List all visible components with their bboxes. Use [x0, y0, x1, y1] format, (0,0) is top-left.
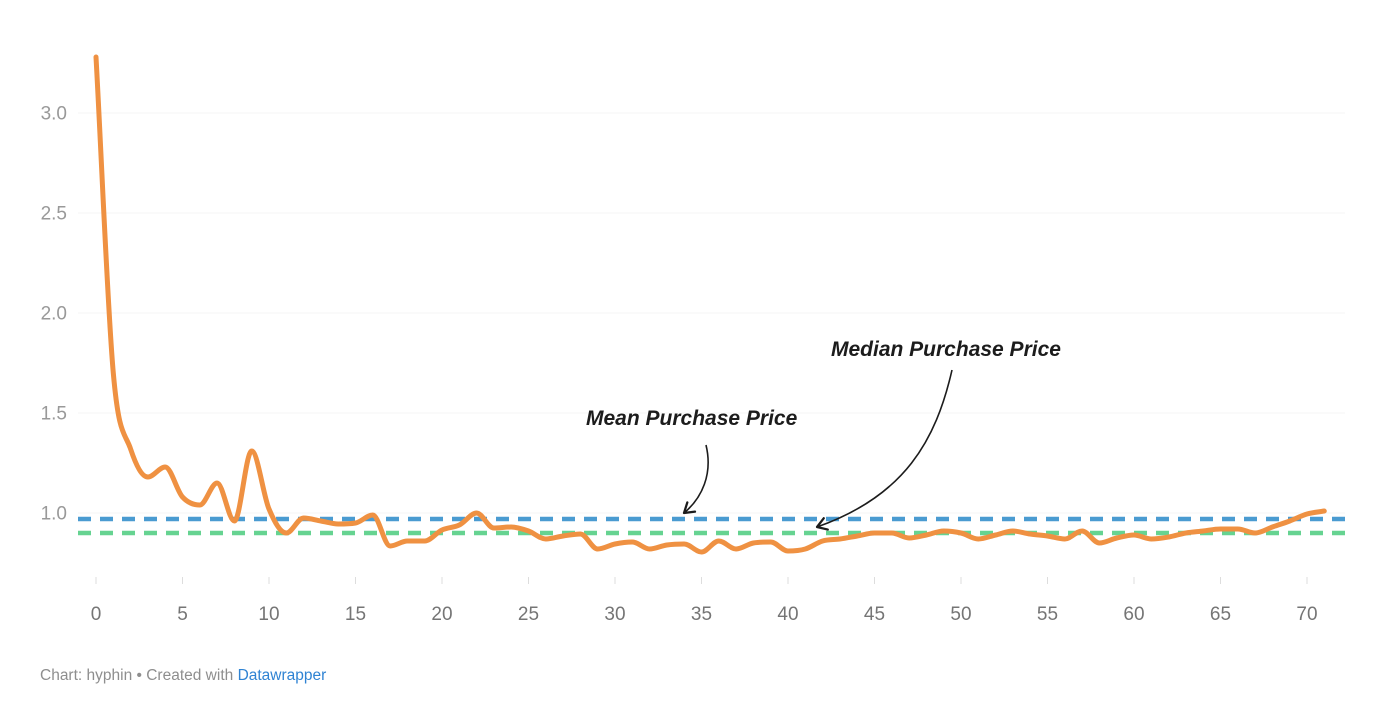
- x-tick-label: 0: [91, 604, 102, 625]
- x-tick-label: 50: [950, 604, 971, 625]
- x-tick-label: 45: [864, 604, 885, 625]
- x-axis-labels: 0 5 10 15 20 25 30 35 40 45 50 55 60 65 70: [91, 604, 1318, 625]
- footer-credit: Chart: hyphin • Created with Datawrapper: [40, 667, 326, 685]
- y-axis-labels: 1.0 1.5 2.0 2.5 3.0: [41, 104, 67, 525]
- mean-annotation-arrow: [682, 444, 709, 515]
- footer-credit-text: Chart: hyphin • Created with: [40, 667, 238, 684]
- x-tick-label: 25: [518, 604, 539, 625]
- series-lines: [93, 54, 1327, 555]
- x-tick-label: 15: [345, 604, 366, 625]
- x-tick-label: 65: [1210, 604, 1231, 625]
- y-tick-label: 1.5: [41, 404, 67, 425]
- x-tick-label: 40: [777, 604, 798, 625]
- x-tick-label: 30: [604, 604, 625, 625]
- x-tick-label: 70: [1296, 604, 1317, 625]
- mean-annotation-label: Mean Purchase Price: [586, 407, 798, 430]
- datawrapper-link[interactable]: Datawrapper: [237, 667, 327, 684]
- x-tick-label: 20: [431, 604, 452, 625]
- x-tick-label: 35: [691, 604, 712, 625]
- x-tick-label: 10: [258, 604, 279, 625]
- y-gridlines: [78, 112, 1345, 514]
- x-tick-label: 60: [1123, 604, 1144, 625]
- x-axis-ticks: [95, 577, 1308, 584]
- y-tick-label: 3.0: [41, 104, 67, 125]
- median-annotation-label: Median Purchase Price: [831, 338, 1061, 361]
- x-tick-label: 5: [177, 604, 188, 625]
- annotation-arrows: [682, 369, 953, 531]
- purchase-price-line: [93, 54, 1327, 555]
- y-tick-label: 2.5: [41, 204, 67, 225]
- reference-lines: [78, 516, 1345, 536]
- median-annotation-arrow: [815, 369, 953, 531]
- y-tick-label: 1.0: [41, 504, 67, 525]
- y-tick-label: 2.0: [41, 304, 67, 325]
- x-tick-label: 55: [1037, 604, 1058, 625]
